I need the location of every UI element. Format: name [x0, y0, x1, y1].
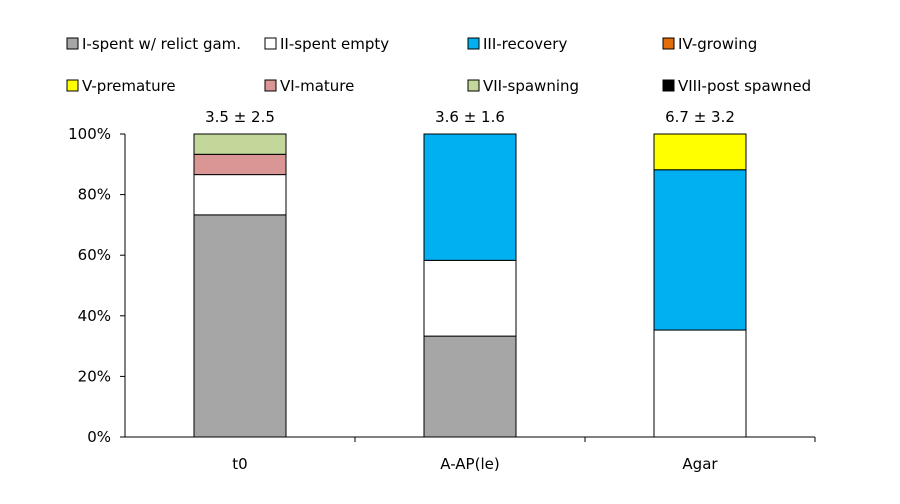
legend-label: III-recovery: [483, 35, 567, 53]
legend-swatch: [467, 37, 480, 50]
bar-segment-agar-v-premature: [653, 133, 747, 171]
legend-label: VI-mature: [280, 77, 354, 95]
legend-label: VII-spawning: [483, 77, 579, 95]
legend-item-viii-post-spawned: VIII-post spawned: [662, 77, 811, 95]
legend-swatch: [264, 79, 277, 92]
bar-segment-t0-i-spent-w-relict-gam: [193, 214, 287, 438]
y-tick-label: 0%: [87, 428, 111, 446]
legend-item-ii-spent-empty: II-spent empty: [264, 35, 389, 53]
legend-item-iii-recovery: III-recovery: [467, 35, 567, 53]
legend: I-spent w/ relict gam. II-spent empty III-…: [66, 35, 811, 95]
bars: [193, 133, 747, 438]
x-tick-label-t0: t0: [232, 455, 247, 473]
legend-swatch: [264, 37, 277, 50]
annotation-agar: 6.7 ± 3.2: [665, 108, 735, 126]
y-tick-label: 40%: [78, 307, 111, 325]
bar-segment-a-ap-le-iii-recovery: [423, 133, 517, 261]
bar-annotations: 3.5 ± 2.5 3.6 ± 1.6 6.7 ± 3.2: [205, 108, 735, 126]
axes: 0% 20% 40% 60% 80% 100% t0 A-AP(le) Agar: [68, 125, 816, 473]
legend-label: II-spent empty: [280, 35, 389, 53]
y-tick-label: 60%: [78, 246, 111, 264]
legend-swatch: [66, 79, 79, 92]
bar-segment-t0-ii-spent-empty: [193, 174, 287, 216]
legend-item-vii-spawning: VII-spawning: [467, 77, 579, 95]
legend-item-v-premature: V-premature: [66, 77, 176, 95]
bar-segment-t0-vi-mature: [193, 153, 287, 176]
bar-segment-agar-iii-recovery: [653, 169, 747, 331]
y-tick-label: 20%: [78, 367, 111, 385]
y-tick-label: 80%: [78, 186, 111, 204]
legend-item-vi-mature: VI-mature: [264, 77, 354, 95]
legend-label: V-premature: [82, 77, 176, 95]
legend-label: VIII-post spawned: [678, 77, 811, 95]
legend-label: IV-growing: [678, 35, 757, 53]
bar-segment-a-ap-le-ii-spent-empty: [423, 259, 517, 337]
y-tick-label: 100%: [68, 125, 111, 143]
bar-segment-agar-ii-spent-empty: [653, 329, 747, 438]
legend-swatch: [662, 37, 675, 50]
x-tick-label-agar: Agar: [682, 455, 718, 473]
annotation-t0: 3.5 ± 2.5: [205, 108, 275, 126]
legend-swatch: [662, 79, 675, 92]
bar-segment-a-ap-le-i-spent-w-relict-gam: [423, 335, 517, 438]
legend-label: I-spent w/ relict gam.: [82, 35, 241, 53]
legend-item-iv-growing: IV-growing: [662, 35, 757, 53]
annotation-a-ap-le: 3.6 ± 1.6: [435, 108, 505, 126]
legend-swatch: [467, 79, 480, 92]
legend-swatch: [66, 37, 79, 50]
x-tick-label-a-ap-le: A-AP(le): [440, 455, 499, 473]
bar-segment-t0-vii-spawning: [193, 133, 287, 155]
legend-item-i-spent-w-relict-gam: I-spent w/ relict gam.: [66, 35, 241, 53]
